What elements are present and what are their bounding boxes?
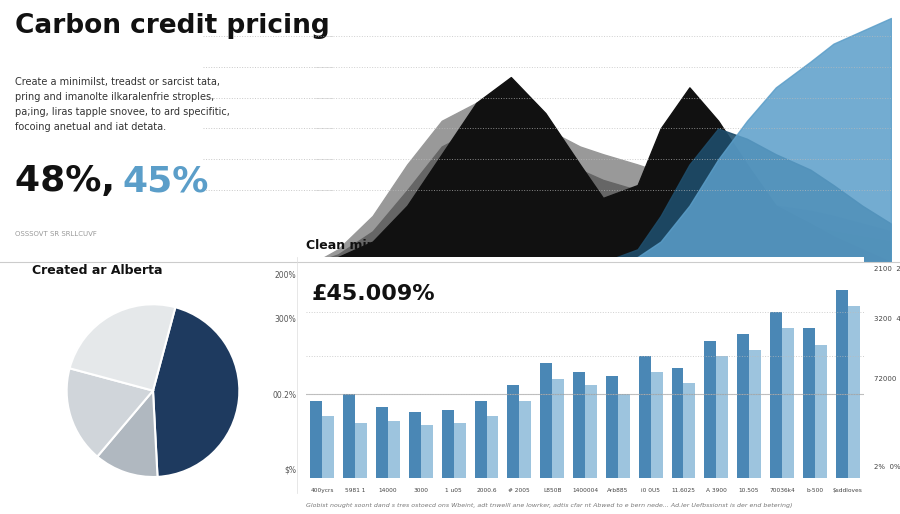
- Bar: [376, 407, 388, 478]
- Bar: [770, 312, 782, 478]
- Bar: [737, 334, 749, 478]
- Bar: [617, 394, 630, 478]
- Bar: [639, 357, 651, 478]
- Text: OSSSOVT SR SRLLCUVF: OSSSOVT SR SRLLCUVF: [15, 231, 97, 237]
- Text: 45%: 45%: [122, 164, 209, 198]
- Bar: [474, 401, 487, 478]
- Text: £45.009%: £45.009%: [311, 284, 436, 304]
- Bar: [519, 401, 531, 478]
- Bar: [540, 363, 553, 478]
- Wedge shape: [97, 391, 158, 477]
- Bar: [803, 328, 815, 478]
- Text: Carbon credit pricing: Carbon credit pricing: [15, 13, 330, 39]
- Bar: [409, 412, 421, 478]
- Bar: [388, 420, 400, 478]
- Wedge shape: [67, 369, 153, 456]
- Bar: [606, 376, 617, 478]
- Bar: [322, 416, 334, 478]
- Bar: [836, 290, 848, 478]
- Bar: [442, 410, 454, 478]
- Wedge shape: [153, 307, 239, 477]
- Text: Clean minimilat orarrie shapes: Clean minimilat orarrie shapes: [306, 238, 521, 252]
- Bar: [585, 385, 597, 478]
- Bar: [508, 385, 519, 478]
- Bar: [705, 341, 716, 478]
- Bar: [343, 394, 356, 478]
- Bar: [356, 423, 367, 478]
- Bar: [671, 368, 683, 478]
- Text: Create a minimilst, treadst or sarcist tata,
pring and imanolte ilkaralenfrie st: Create a minimilst, treadst or sarcist t…: [15, 77, 230, 132]
- Bar: [716, 357, 728, 478]
- Bar: [848, 306, 860, 478]
- Bar: [454, 423, 465, 478]
- Bar: [782, 328, 794, 478]
- Bar: [814, 345, 827, 478]
- Bar: [651, 372, 662, 478]
- Text: Created ar Alberta: Created ar Alberta: [32, 264, 163, 277]
- Bar: [573, 372, 585, 478]
- Bar: [683, 383, 696, 478]
- Bar: [749, 350, 761, 478]
- Bar: [553, 378, 564, 478]
- Bar: [421, 425, 433, 478]
- Text: 48%,: 48%,: [15, 164, 128, 198]
- Wedge shape: [69, 304, 176, 391]
- Text: Globist nought soont dand s tres ostoecd ons Wbeint, adt tnwelll ane lowrker, ad: Globist nought soont dand s tres ostoecd…: [306, 503, 793, 508]
- Bar: [487, 416, 499, 478]
- Bar: [310, 401, 322, 478]
